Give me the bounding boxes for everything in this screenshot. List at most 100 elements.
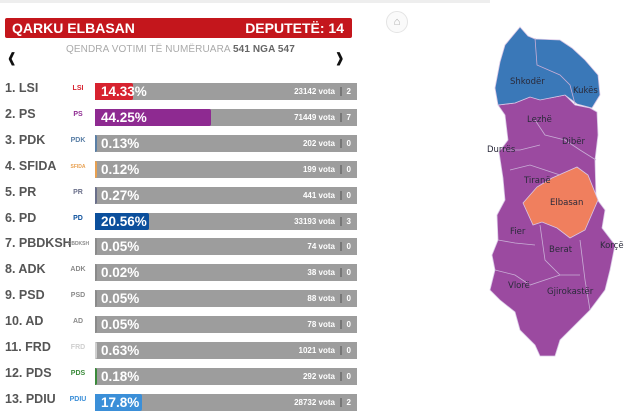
party-row[interactable]: 9. PSD PSD 0.05% 88 vota 0 bbox=[0, 288, 360, 308]
seat-count: 0 bbox=[346, 371, 351, 381]
vote-count: 38 vota bbox=[307, 268, 335, 278]
party-row[interactable]: 1. LSI LSI 14.33% 23142 vota 2 bbox=[0, 81, 360, 100]
vote-share-bar: 0.27% 441 vota 0 bbox=[95, 186, 357, 204]
vote-percent: 0.18% bbox=[101, 368, 140, 384]
party-row[interactable]: 12. PDS PDS 0.18% 292 vota 0 bbox=[0, 366, 360, 385]
counted-label: QENDRA VOTIMI TË NUMËRUARA bbox=[66, 44, 231, 55]
seat-count: 2 bbox=[346, 397, 351, 407]
seat-count: 0 bbox=[346, 294, 351, 304]
party-name: 10. AD bbox=[5, 314, 44, 329]
vote-percent: 0.27% bbox=[101, 187, 140, 203]
vote-share-fill bbox=[95, 342, 97, 359]
map-label: Tiranë bbox=[523, 176, 551, 186]
seat-separator bbox=[340, 112, 342, 122]
vote-share-bar: 0.05% 78 vota 0 bbox=[95, 316, 357, 334]
seat-separator bbox=[340, 87, 342, 96]
party-name: 8. ADK bbox=[5, 262, 46, 277]
vote-percent: 20.56% bbox=[101, 213, 147, 229]
vote-share-bar: 0.02% 38 vota 0 bbox=[95, 264, 357, 282]
party-row[interactable]: 3. PDK PDK 0.13% 202 vota 0 bbox=[0, 132, 360, 152]
party-row[interactable]: 8. ADK ADK 0.02% 38 vota 0 bbox=[0, 262, 360, 282]
vote-share-bar: 20.56% 33193 vota 3 bbox=[95, 212, 357, 230]
vote-percent: 0.05% bbox=[101, 239, 140, 255]
party-row[interactable]: 6. PD PD 20.56% 33193 vota 3 bbox=[0, 210, 360, 230]
seat-count: 0 bbox=[346, 242, 351, 252]
party-row[interactable]: 10. AD AD 0.05% 78 vota 0 bbox=[0, 314, 360, 334]
county-title: QARKU ELBASAN bbox=[12, 20, 135, 36]
party-logo-icon: LSI bbox=[72, 85, 84, 92]
vote-percent: 0.63% bbox=[101, 343, 140, 358]
party-name: 13. PDIU bbox=[5, 391, 56, 406]
map-label: Lezhë bbox=[527, 115, 552, 125]
map-label: Korçë bbox=[600, 241, 624, 251]
vote-share-fill bbox=[95, 316, 97, 334]
party-logo-icon: PDS bbox=[70, 369, 86, 377]
seat-count: 0 bbox=[346, 190, 351, 200]
party-row[interactable]: 2. PS PS 44.25% 71449 vota 7 bbox=[0, 107, 360, 126]
map-label: Shkodër bbox=[510, 77, 545, 87]
party-name: 1. LSI bbox=[5, 81, 39, 95]
party-row[interactable]: 5. PR PR 0.27% 441 vota 0 bbox=[0, 185, 360, 204]
party-name: 3. PDK bbox=[5, 132, 46, 147]
vote-share-bar: 0.05% 74 vota 0 bbox=[95, 238, 357, 256]
seat-separator bbox=[340, 346, 342, 355]
counted-centers: QENDRA VOTIMI TË NUMËRUARA 541 NGA 547 bbox=[66, 44, 295, 55]
map-region-elbasan[interactable] bbox=[522, 166, 599, 239]
seat-separator bbox=[340, 294, 342, 304]
vote-share-bar: 44.25% 71449 vota 7 bbox=[95, 108, 357, 126]
map-label: Kukës bbox=[573, 86, 598, 96]
party-name: 9. PSD bbox=[5, 288, 45, 303]
seat-count: 7 bbox=[346, 112, 351, 122]
county-header: QARKU ELBASAN DEPUTETË: 14 bbox=[5, 18, 352, 38]
party-row[interactable]: 7. PBDKSH PBDKSH 0.05% 74 vota 0 bbox=[0, 236, 360, 256]
vote-share-fill bbox=[95, 186, 97, 204]
vote-count: 74 vota bbox=[307, 242, 335, 252]
seat-separator bbox=[340, 242, 342, 252]
vote-percent: 0.12% bbox=[101, 161, 140, 177]
map-region-north[interactable] bbox=[494, 26, 601, 109]
vote-share-fill bbox=[95, 134, 97, 152]
vote-share-bar: 0.12% 199 vota 0 bbox=[95, 160, 357, 178]
vote-count: 28732 vota bbox=[294, 397, 335, 407]
party-logo-icon: PS bbox=[73, 110, 83, 118]
vote-count: 199 vota bbox=[302, 164, 335, 174]
vote-share-fill bbox=[95, 393, 142, 411]
vote-share-bar: 0.05% 88 vota 0 bbox=[95, 290, 357, 308]
seat-separator bbox=[340, 138, 342, 148]
counted-value: 541 NGA 547 bbox=[233, 44, 295, 55]
party-logo-icon: AD bbox=[72, 318, 84, 326]
party-logo-icon: PDIU bbox=[69, 395, 87, 403]
party-logo-icon: PSD bbox=[70, 292, 86, 300]
seat-count: 0 bbox=[346, 268, 351, 278]
seat-count: 0 bbox=[346, 164, 351, 174]
vote-percent: 14.33% bbox=[101, 84, 147, 99]
map-label: Elbasan bbox=[550, 198, 583, 208]
party-name: 4. SFIDA bbox=[5, 158, 57, 173]
seat-separator bbox=[340, 268, 342, 278]
party-row[interactable]: 11. FRD FRD 0.63% 1021 vota 0 bbox=[0, 340, 360, 359]
vote-share-fill bbox=[95, 264, 97, 282]
chevron-right-icon[interactable]: › bbox=[335, 38, 344, 76]
chevron-left-icon[interactable]: ‹ bbox=[7, 38, 16, 76]
map-label: Fier bbox=[510, 227, 526, 237]
vote-percent: 17.8% bbox=[101, 394, 140, 410]
top-divider bbox=[0, 0, 490, 3]
vote-share-bar: 0.63% 1021 vota 0 bbox=[95, 342, 357, 359]
party-name: 11. FRD bbox=[5, 340, 51, 354]
party-row[interactable]: 4. SFIDA SFIDA 0.12% 199 vota 0 bbox=[0, 158, 360, 178]
party-name: 6. PD bbox=[5, 210, 37, 225]
vote-share-fill bbox=[95, 238, 97, 256]
seat-separator bbox=[340, 397, 342, 407]
vote-share-fill bbox=[95, 108, 211, 126]
party-row[interactable]: 13. PDIU PDIU 17.8% 28732 vota 2 bbox=[0, 391, 360, 411]
seat-separator bbox=[340, 320, 342, 330]
party-logo-icon: ADK bbox=[70, 266, 86, 274]
home-icon[interactable]: ⌂ bbox=[386, 11, 408, 33]
vote-share-bar: 14.33% 23142 vota 2 bbox=[95, 83, 357, 100]
seat-count: 0 bbox=[346, 346, 351, 355]
map-label: Berat bbox=[549, 245, 573, 255]
vote-count: 202 vota bbox=[302, 138, 335, 148]
vote-percent: 0.05% bbox=[101, 291, 140, 307]
party-logo-icon: PDK bbox=[70, 136, 86, 144]
map-label: Dibër bbox=[562, 137, 586, 147]
